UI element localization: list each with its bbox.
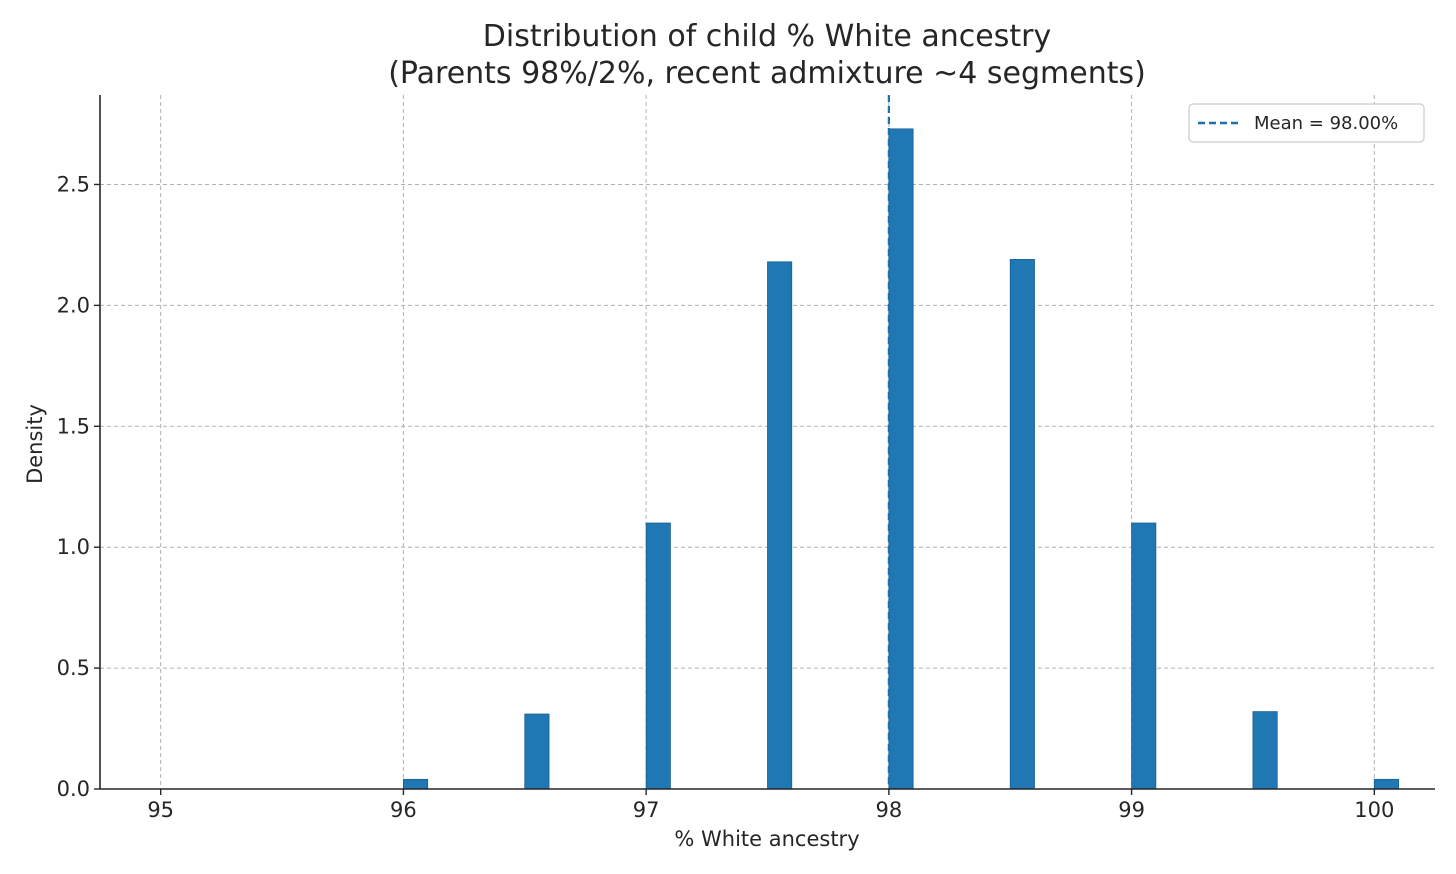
x-tick-label: 97 — [633, 798, 660, 822]
y-tick-label: 0.0 — [57, 777, 90, 801]
x-tick-label: 99 — [1118, 798, 1145, 822]
histogram-bar — [1373, 778, 1399, 790]
x-axis-label: % White ancestry — [674, 827, 859, 851]
legend-box — [1188, 103, 1425, 143]
y-tick-label: 2.5 — [57, 172, 90, 196]
y-tick-label: 1.5 — [57, 414, 90, 438]
y-tick-label: 1.0 — [57, 535, 90, 559]
histogram-bar — [1009, 259, 1035, 790]
chart-title-line1: Distribution of child % White ancestry — [483, 19, 1051, 54]
histogram-bar — [524, 713, 550, 790]
histogram-bar — [403, 778, 429, 790]
histogram-bar — [1131, 522, 1157, 790]
y-tick-label: 0.5 — [57, 656, 90, 680]
histogram-bar — [645, 522, 671, 790]
legend: Mean = 98.00% — [1188, 103, 1425, 143]
axes — [94, 95, 1435, 795]
histogram-bar — [767, 261, 793, 790]
x-tick-label: 95 — [147, 798, 174, 822]
histogram-bar — [888, 128, 914, 790]
chart-title-line2: (Parents 98%/2%, recent admixture ~4 seg… — [388, 56, 1146, 91]
legend-mean-label: Mean = 98.00% — [1254, 113, 1398, 134]
bars-group — [403, 128, 1399, 790]
x-tick-label: 98 — [875, 798, 902, 822]
tick-labels: 95 96 97 98 99 100 0.0 0.5 1.0 1.5 2.0 2.5 — [57, 172, 1395, 822]
y-tick-label: 2.0 — [57, 293, 90, 317]
x-tick-label: 96 — [390, 798, 417, 822]
x-tick-label: 100 — [1354, 798, 1394, 822]
y-axis-label: Density — [23, 404, 47, 484]
histogram-bar — [1252, 711, 1278, 790]
